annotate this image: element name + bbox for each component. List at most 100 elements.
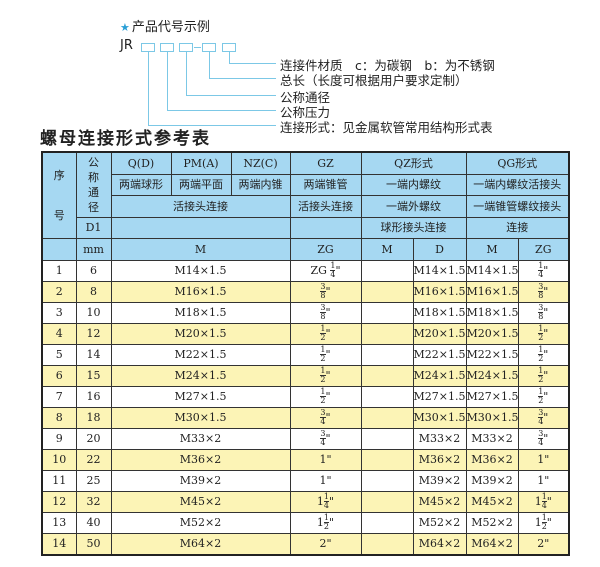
numerator: 3 <box>538 429 544 439</box>
cell-qg-zg: 1 2 " <box>517 322 570 345</box>
cell-no: 5 <box>41 343 77 366</box>
header-q: Q(D) <box>110 151 172 175</box>
header-pm-desc: 两端平面 <box>170 173 232 196</box>
pipe-thread-size: 3 4 " <box>320 429 331 447</box>
label-nominal-diameter: 公称通径 <box>280 90 331 105</box>
pipe-thread-size: 1 1 2 " <box>316 513 335 531</box>
leader-line <box>186 95 276 96</box>
cell-no: 10 <box>41 448 77 471</box>
table-row: 14 50 M64×2 2" M64×2 M64×2 2" <box>41 532 570 555</box>
header-qz-ball: 球形接头连接 <box>360 216 467 239</box>
numerator: 1 <box>538 324 544 334</box>
denominator: 8 <box>538 312 544 321</box>
cell-qg-m: M20×1.5 <box>465 322 519 345</box>
code-box <box>202 43 216 52</box>
denominator: 4 <box>538 438 544 447</box>
cell-qg-m: M64×2 <box>465 532 519 555</box>
leader-line <box>148 52 149 125</box>
cell-qg-zg: 1 1 2 " <box>517 511 570 534</box>
cell-m: M24×1.5 <box>110 364 291 387</box>
pipe-thread-size: 1" <box>319 474 332 487</box>
numerator: 3 <box>320 429 326 439</box>
table-row: 3 10 M18×1.5 3 8 " M18×1.5 M18×1.5 3 8 " <box>41 301 570 324</box>
cell-qg-m: M33×2 <box>465 427 519 450</box>
header-gz: GZ <box>289 151 362 175</box>
header-empty <box>289 216 362 239</box>
cell-qz-m <box>360 385 414 408</box>
cell-qg-m: M27×1.5 <box>465 385 519 408</box>
numerator: 1 <box>538 387 544 397</box>
table-row: 12 32 M45×2 1 1 4 " M45×2 M45×2 1 1 4 " <box>41 490 570 513</box>
table-row: 8 18 M30×1.5 3 4 " M30×1.5 M30×1.5 3 4 " <box>41 406 570 429</box>
denominator: 8 <box>320 291 326 300</box>
cell-m: M64×2 <box>110 532 291 555</box>
cell-qz-d: M33×2 <box>412 427 467 450</box>
cell-qz-m <box>360 364 414 387</box>
denominator: 4 <box>320 417 326 426</box>
cell-qg-zg: 3 8 " <box>517 301 570 324</box>
header-live-joint: 活接头连接 <box>110 195 291 218</box>
cell-qg-zg: 1 2 " <box>517 343 570 366</box>
cell-qg-m: M39×2 <box>465 469 519 492</box>
cell-qz-d: M14×1.5 <box>412 259 467 282</box>
cell-dn: 16 <box>75 385 112 408</box>
cell-zg: 1 2 " <box>289 343 362 366</box>
cell-m: M52×2 <box>110 511 291 534</box>
cell-qg-zg: 1" <box>517 469 570 492</box>
label-length: 总长（长度可根据用户要求定制） <box>280 73 468 88</box>
denominator: 2 <box>538 396 544 405</box>
header-q-desc: 两端球形 <box>110 173 172 196</box>
code-box <box>179 43 193 52</box>
cell-zg: 1 2 " <box>289 385 362 408</box>
whole: 1 <box>537 474 545 487</box>
cell-qz-d: M52×2 <box>412 511 467 534</box>
cell-qg-zg: 1" <box>517 448 570 471</box>
cell-no: 12 <box>41 490 77 513</box>
header-d1: D1 <box>75 216 112 239</box>
cell-m: M36×2 <box>110 448 291 471</box>
denominator: 8 <box>320 312 326 321</box>
whole: 1 <box>319 453 327 466</box>
numerator: 3 <box>538 303 544 313</box>
numerator: 3 <box>320 303 326 313</box>
whole: 1 <box>534 515 542 529</box>
header-empty <box>41 238 77 261</box>
cell-zg: 1 2 " <box>289 364 362 387</box>
pipe-thread-size: 3 4 " <box>538 429 549 447</box>
cell-m: M20×1.5 <box>110 322 291 345</box>
cell-no: 3 <box>41 301 77 324</box>
header-text: 序号 <box>53 168 65 222</box>
cell-qz-d: M45×2 <box>412 490 467 513</box>
cell-m: M18×1.5 <box>110 301 291 324</box>
cell-qz-d: M64×2 <box>412 532 467 555</box>
header-qg-connect: 连接 <box>465 216 570 239</box>
cell-no: 8 <box>41 406 77 429</box>
header-qz-d: D <box>412 238 467 261</box>
cell-qg-m: M45×2 <box>465 490 519 513</box>
denominator: 8 <box>538 291 544 300</box>
prefix: ZG <box>310 263 327 277</box>
cell-qz-m <box>360 469 414 492</box>
cell-qz-d: M36×2 <box>412 448 467 471</box>
cell-m: M39×2 <box>110 469 291 492</box>
cell-qg-m: M36×2 <box>465 448 519 471</box>
cell-no: 6 <box>41 364 77 387</box>
title-text: 产品代号示例 <box>131 20 210 35</box>
cell-zg: 1" <box>289 448 362 471</box>
cell-qg-m: M30×1.5 <box>465 406 519 429</box>
numerator: 1 <box>538 345 544 355</box>
leader-line <box>167 110 276 111</box>
pipe-thread-size: 3 8 " <box>538 303 549 321</box>
leader-line <box>148 125 276 126</box>
header-qz: QZ形式 <box>360 151 467 175</box>
cell-dn: 15 <box>75 364 112 387</box>
